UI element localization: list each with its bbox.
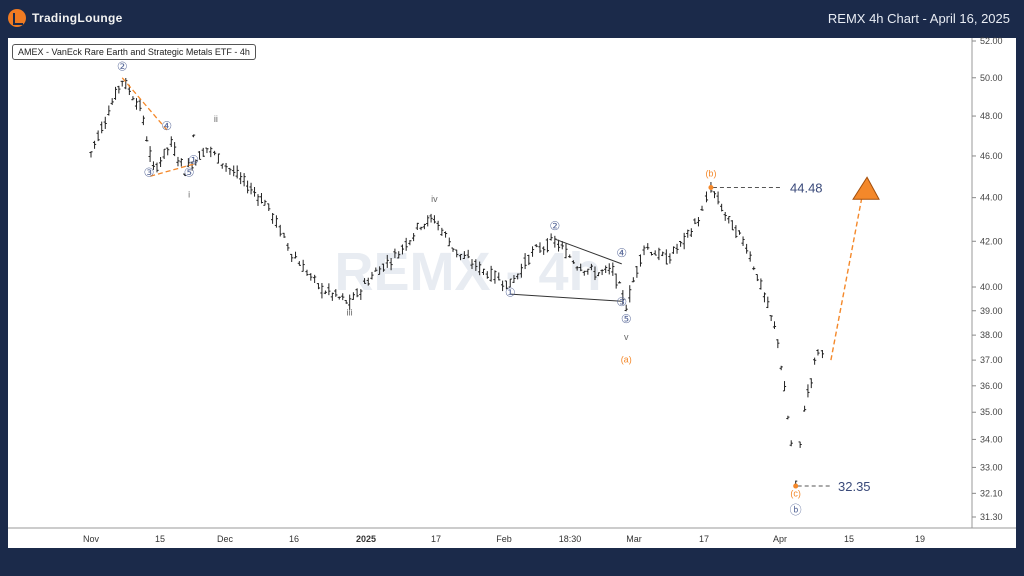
x-tick-label: Mar <box>626 534 642 544</box>
brand-logo[interactable]: TradingLounge <box>8 9 123 27</box>
x-tick-label: Dec <box>217 534 234 544</box>
y-tick-label: 46.00 <box>980 151 1003 161</box>
x-tick-label: Apr <box>773 534 787 544</box>
projection-arrow-icon <box>852 176 880 200</box>
wave-label: ④ <box>616 246 627 260</box>
x-tick-label: Feb <box>496 534 512 544</box>
y-tick-label: 44.00 <box>980 193 1003 203</box>
x-tick-label: 2025 <box>356 534 376 544</box>
y-tick-label: 34.00 <box>980 434 1003 444</box>
symbol-label[interactable]: AMEX - VanEck Rare Earth and Strategic M… <box>12 44 256 60</box>
wave-label: ③ <box>616 295 627 309</box>
y-tick-label: 31.30 <box>980 512 1003 522</box>
y-tick-label: 38.00 <box>980 330 1003 340</box>
level-marker-44 <box>708 184 714 190</box>
y-tick-label: 37.00 <box>980 355 1003 365</box>
bottom-bar <box>0 548 1024 576</box>
wave-label: (a) <box>621 355 632 365</box>
wave-label: ② <box>117 59 128 73</box>
y-tick-label: 39.00 <box>980 306 1003 316</box>
wave-label: ② <box>549 219 560 233</box>
y-tick-label: 36.00 <box>980 381 1003 391</box>
x-tick-label: 18:30 <box>559 534 582 544</box>
x-tick-label: 17 <box>431 534 441 544</box>
logo-icon <box>8 9 26 27</box>
y-tick-label: 48.00 <box>980 111 1003 121</box>
y-tick-label: 42.00 <box>980 236 1003 246</box>
chart-title: REMX 4h Chart - April 16, 2025 <box>827 11 1010 26</box>
logo-text: TradingLounge <box>32 11 123 25</box>
y-tick-label: 33.00 <box>980 462 1003 472</box>
wave-label: (c) <box>790 488 801 498</box>
y-tick-label: 35.00 <box>980 407 1003 417</box>
wave-line <box>121 77 168 131</box>
level-label-32: 32.35 <box>838 479 871 494</box>
y-tick-label: 40.00 <box>980 282 1003 292</box>
wave-label: i <box>188 190 190 200</box>
wave-label: iii <box>347 308 353 318</box>
wave-label: ⑤ <box>184 166 195 180</box>
wave-line <box>510 293 622 302</box>
x-tick-label: 15 <box>844 534 854 544</box>
y-tick-label: 52.00 <box>980 36 1003 46</box>
wave-line <box>554 238 622 265</box>
wave-label: v <box>624 332 629 342</box>
chart-area[interactable] <box>8 38 1016 548</box>
x-tick-label: 15 <box>155 534 165 544</box>
level-label-44: 44.48 <box>790 180 823 195</box>
wave-label: ⓑ <box>790 503 802 517</box>
projection-line <box>830 191 864 361</box>
x-tick-label: 17 <box>699 534 709 544</box>
wave-label: ⑤ <box>621 312 632 326</box>
wave-label: iv <box>431 194 438 204</box>
wave-label: ii <box>214 114 218 124</box>
wave-label: ① <box>505 285 516 299</box>
x-tick-label: 16 <box>289 534 299 544</box>
y-tick-label: 32.10 <box>980 488 1003 498</box>
top-bar: TradingLounge REMX 4h Chart - April 16, … <box>0 0 1024 38</box>
x-tick-label: 19 <box>915 534 925 544</box>
y-tick-label: 50.00 <box>980 73 1003 83</box>
x-tick-label: Nov <box>83 534 100 544</box>
wave-label: ④ <box>161 119 172 133</box>
level-marker-32 <box>793 483 799 489</box>
wave-label: (b) <box>705 169 716 179</box>
wave-label: ③ <box>144 166 155 180</box>
wave-label: ① <box>188 153 199 167</box>
